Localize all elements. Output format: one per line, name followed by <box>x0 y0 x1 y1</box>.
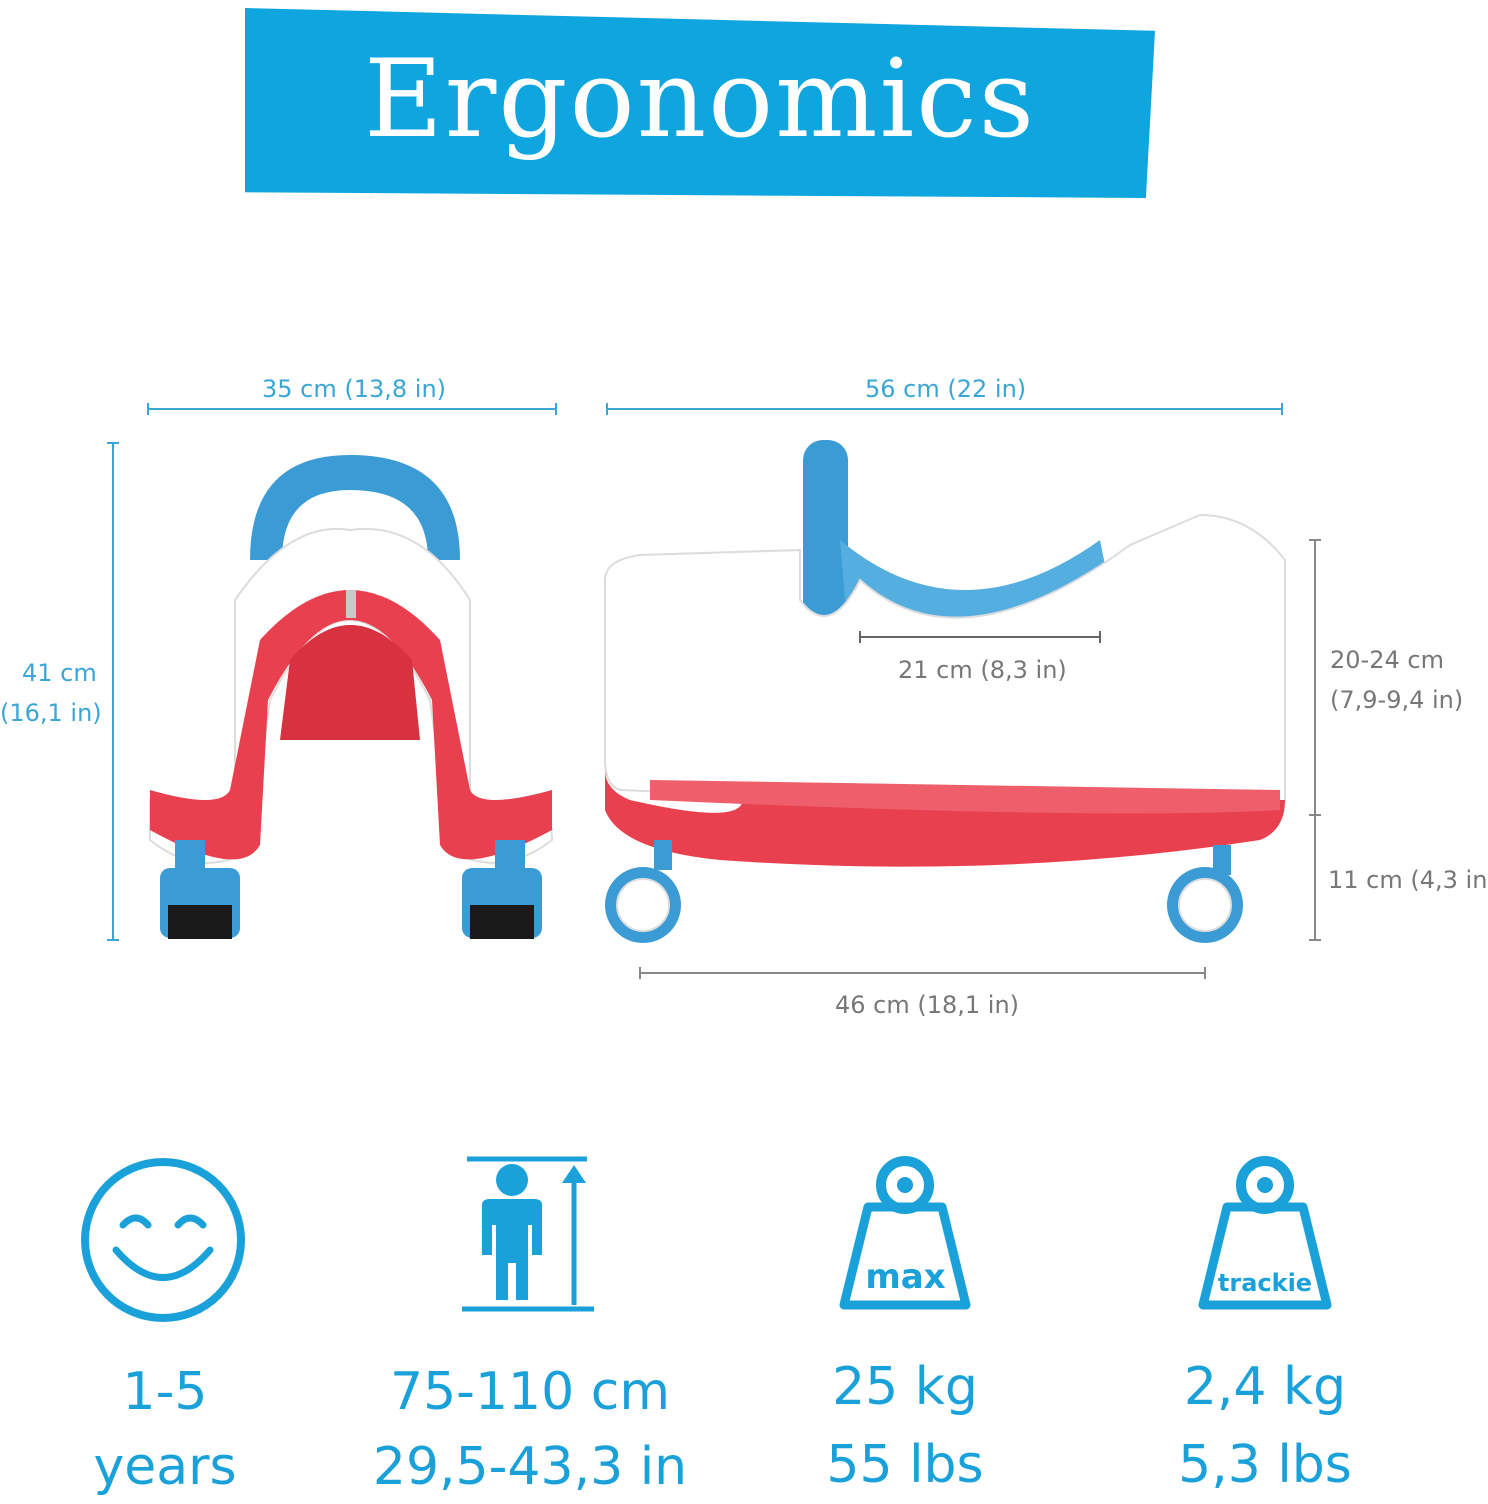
wheelbase-line <box>639 967 1206 979</box>
front-height-line <box>107 442 119 941</box>
side-view-product <box>604 440 1286 943</box>
seat-height-line <box>1309 539 1321 941</box>
smiley-face-icon <box>81 1158 245 1322</box>
product-weight-kg: 2,4 kg <box>1183 1357 1347 1417</box>
age-range-value: 1-5 <box>122 1362 208 1422</box>
front-height-label-cm: 41 cm <box>22 659 97 687</box>
front-width-line <box>147 403 557 415</box>
seat-length-label: 21 cm (8,3 in) <box>898 656 1067 684</box>
max-weight-lbs: 55 lbs <box>826 1435 984 1495</box>
max-weight-kg: 25 kg <box>832 1357 978 1417</box>
child-height-in: 29,5-43,3 in <box>372 1437 688 1497</box>
wheelbase-label: 46 cm (18,1 in) <box>835 991 1020 1019</box>
product-dimension-diagram <box>107 403 1321 979</box>
max-weight-icon <box>839 1156 971 1310</box>
product-weight-badge: trackie <box>1217 1269 1313 1297</box>
front-view-product <box>149 455 554 939</box>
side-length-line <box>606 403 1283 415</box>
side-length-label: 56 cm (22 in) <box>865 375 1027 403</box>
clearance-label: 11 cm (4,3 in) <box>1328 866 1488 894</box>
max-weight-badge: max <box>865 1257 946 1297</box>
child-height-icon <box>462 1156 594 1312</box>
page-title: Ergonomics <box>363 37 1037 162</box>
seat-height-label-in: (7,9-9,4 in) <box>1330 686 1464 714</box>
title-banner <box>245 8 1155 198</box>
child-height-cm: 75-110 cm <box>390 1362 670 1422</box>
front-height-label-in: (16,1 in) <box>0 699 102 727</box>
product-weight-icon <box>1198 1156 1332 1310</box>
front-width-label: 35 cm (13,8 in) <box>262 375 447 403</box>
product-weight-lbs: 5,3 lbs <box>1178 1435 1352 1495</box>
seat-height-label-cm: 20-24 cm <box>1330 646 1444 674</box>
age-range-unit: years <box>93 1437 237 1497</box>
